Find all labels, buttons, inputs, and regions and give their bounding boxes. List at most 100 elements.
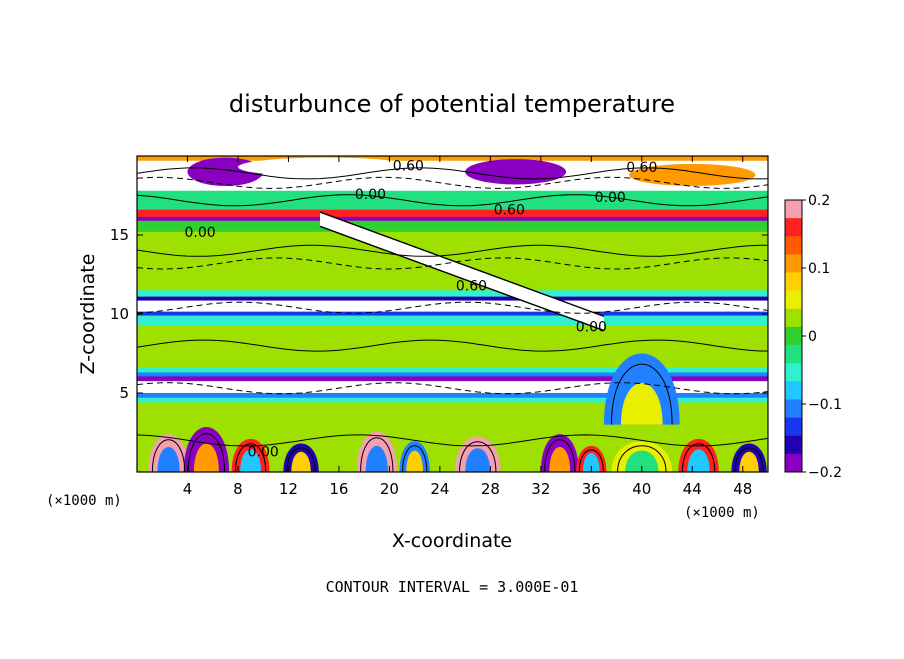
y-tick-label: 5 <box>119 384 129 402</box>
colorbar-swatch <box>785 435 802 455</box>
field-band <box>137 290 768 298</box>
slant-band <box>319 212 604 331</box>
contour-label: 0.00 <box>185 225 216 241</box>
contour-labels: 0.60 0.600.00 0.000.600.000.600.000.00 <box>185 158 658 460</box>
x-unit-left: (×1000 m) <box>46 493 122 509</box>
x-tick-label: 20 <box>380 480 399 498</box>
field-band <box>137 376 768 382</box>
plume-core <box>625 450 659 472</box>
field-band <box>137 331 768 359</box>
contour-line <box>578 449 604 472</box>
x-axis-label: X-coordinate <box>392 530 512 552</box>
x-tick-label: 4 <box>183 480 193 498</box>
field-band <box>137 397 768 403</box>
contour-label: 0.00 <box>595 190 626 206</box>
contour-line <box>137 382 768 395</box>
x-tick-label: 24 <box>430 480 449 498</box>
field-band <box>137 272 768 291</box>
contour-line <box>617 445 667 472</box>
contour-label: 0.00 <box>576 320 607 336</box>
contour-label: 0.60 <box>626 160 657 176</box>
contour-line <box>137 167 768 180</box>
plume-core <box>157 447 180 472</box>
contour-line <box>234 443 267 472</box>
colorbar-tick-label: 0.1 <box>808 261 830 277</box>
field-band <box>137 156 768 162</box>
plume-core <box>739 451 759 472</box>
plume-core <box>582 452 600 472</box>
field-band <box>137 300 768 313</box>
y-axis: 5 10 15 <box>110 226 768 402</box>
field-band <box>137 220 768 233</box>
colorbar-swatch <box>785 236 802 255</box>
contour-lines <box>137 167 768 472</box>
colorbar-swatch <box>785 345 802 364</box>
x-tick-label: 16 <box>329 480 348 498</box>
contour-line <box>459 441 497 472</box>
contour-label: 0.60 <box>393 158 424 174</box>
field-band <box>137 296 768 302</box>
colorbar-swatch <box>785 290 802 310</box>
contour-line <box>319 225 605 332</box>
field-band <box>137 311 768 317</box>
colorbar-swatch <box>785 218 802 237</box>
plume-core <box>549 447 571 472</box>
x-tick-label: 44 <box>683 480 702 498</box>
contour-line <box>544 439 576 472</box>
colorbar-swatch <box>785 417 802 437</box>
contour-line <box>137 434 768 447</box>
contour-line <box>137 194 768 207</box>
colorbar-tick-label: −0.1 <box>808 397 842 413</box>
field-band <box>137 393 768 399</box>
field-band <box>137 190 768 211</box>
plume-core <box>193 443 219 472</box>
colorbar-tick-label: 0.2 <box>808 193 830 209</box>
x-axis: 4 8 12 16 20 24 28 32 36 40 44 48 <box>183 156 752 498</box>
chart-title: disturbunce of potential temperature <box>229 90 675 118</box>
colorbar-swatch <box>785 453 802 473</box>
contour-line <box>151 439 186 472</box>
field-band <box>137 372 768 377</box>
colorbar-swatch <box>785 399 802 419</box>
x-tick-label: 12 <box>279 480 298 498</box>
contour-line <box>137 257 768 270</box>
field-band <box>137 209 768 218</box>
plume-core <box>291 451 311 472</box>
contour-interval-note: CONTOUR INTERVAL = 3.000E-01 <box>326 578 579 596</box>
y-axis-label: Z-coordinate <box>77 254 99 375</box>
contour-line <box>681 443 716 472</box>
colorbar-tick-label: 0 <box>808 329 817 345</box>
colorbar-swatch <box>785 272 802 292</box>
plume-core <box>365 445 388 472</box>
colorbar-tick-label: −0.2 <box>808 465 842 481</box>
field-blob <box>629 163 756 187</box>
colorbar-swatch <box>785 326 802 346</box>
field-band <box>137 325 768 332</box>
colorbar-swatch <box>785 308 802 328</box>
contour-line <box>611 363 673 425</box>
contour-line <box>734 447 764 472</box>
field-blob <box>465 159 567 185</box>
colorbar-swatch <box>785 254 802 274</box>
colorbar-swatch <box>785 381 802 400</box>
contour-line <box>137 244 768 257</box>
plot-area <box>137 156 768 472</box>
x-tick-label: 48 <box>733 480 752 498</box>
colorbar <box>785 200 802 473</box>
contour-line <box>319 211 605 318</box>
field-blob <box>237 157 415 177</box>
x-tick-label: 36 <box>582 480 601 498</box>
contour-label: 0.60 <box>456 279 487 295</box>
plume-core <box>406 450 423 472</box>
contour-line <box>187 433 226 472</box>
field-band <box>137 315 768 326</box>
contour-line <box>137 339 768 352</box>
contour-label: 0.00 <box>248 444 279 460</box>
plume-core <box>620 383 663 425</box>
plume-core <box>465 448 491 472</box>
x-tick-label: 40 <box>632 480 651 498</box>
contour-line <box>137 301 768 314</box>
contour-label: 0.60 <box>494 203 525 219</box>
